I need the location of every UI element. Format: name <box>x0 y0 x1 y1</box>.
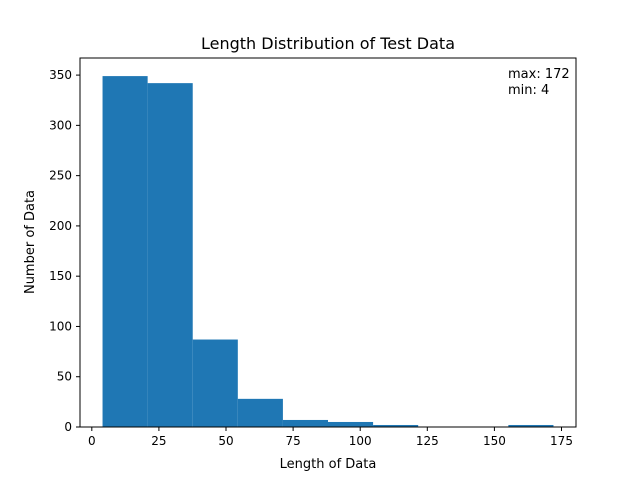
min-annotation: min: 4 <box>508 83 549 98</box>
histogram-bar-2 <box>192 339 238 427</box>
y-tick-label-5: 250 <box>49 169 72 183</box>
x-tick-label-6: 150 <box>483 434 506 448</box>
x-tick-label-1: 25 <box>151 434 166 448</box>
x-tick-label-2: 50 <box>218 434 233 448</box>
y-tick-label-6: 300 <box>49 118 72 132</box>
histogram-bar-1 <box>147 83 193 428</box>
histogram-bar-5 <box>328 421 374 427</box>
histogram-bar-0 <box>102 76 148 428</box>
y-tick-label-1: 50 <box>57 370 72 384</box>
chart-title: Length Distribution of Test Data <box>201 34 455 53</box>
y-tick-label-3: 150 <box>49 269 72 283</box>
plot-frame <box>79 57 577 428</box>
y-tick-label-7: 350 <box>49 68 72 82</box>
x-tick-label-3: 75 <box>285 434 300 448</box>
x-tick-label-5: 125 <box>416 434 439 448</box>
x-axis-label: Length of Data <box>280 457 377 472</box>
y-tick-label-4: 200 <box>49 219 72 233</box>
histogram-bar-3 <box>237 398 283 427</box>
x-tick-label-7: 175 <box>550 434 573 448</box>
x-tick-label-0: 0 <box>88 434 96 448</box>
x-tick-label-4: 100 <box>349 434 372 448</box>
y-tick-label-0: 0 <box>64 420 72 434</box>
y-axis-label: Number of Data <box>23 190 38 294</box>
histogram-bar-9 <box>508 424 554 427</box>
y-tick-label-2: 100 <box>49 319 72 333</box>
max-annotation: max: 172 <box>508 67 570 82</box>
histogram-bar-6 <box>373 424 419 427</box>
histogram-bar-4 <box>282 419 328 427</box>
